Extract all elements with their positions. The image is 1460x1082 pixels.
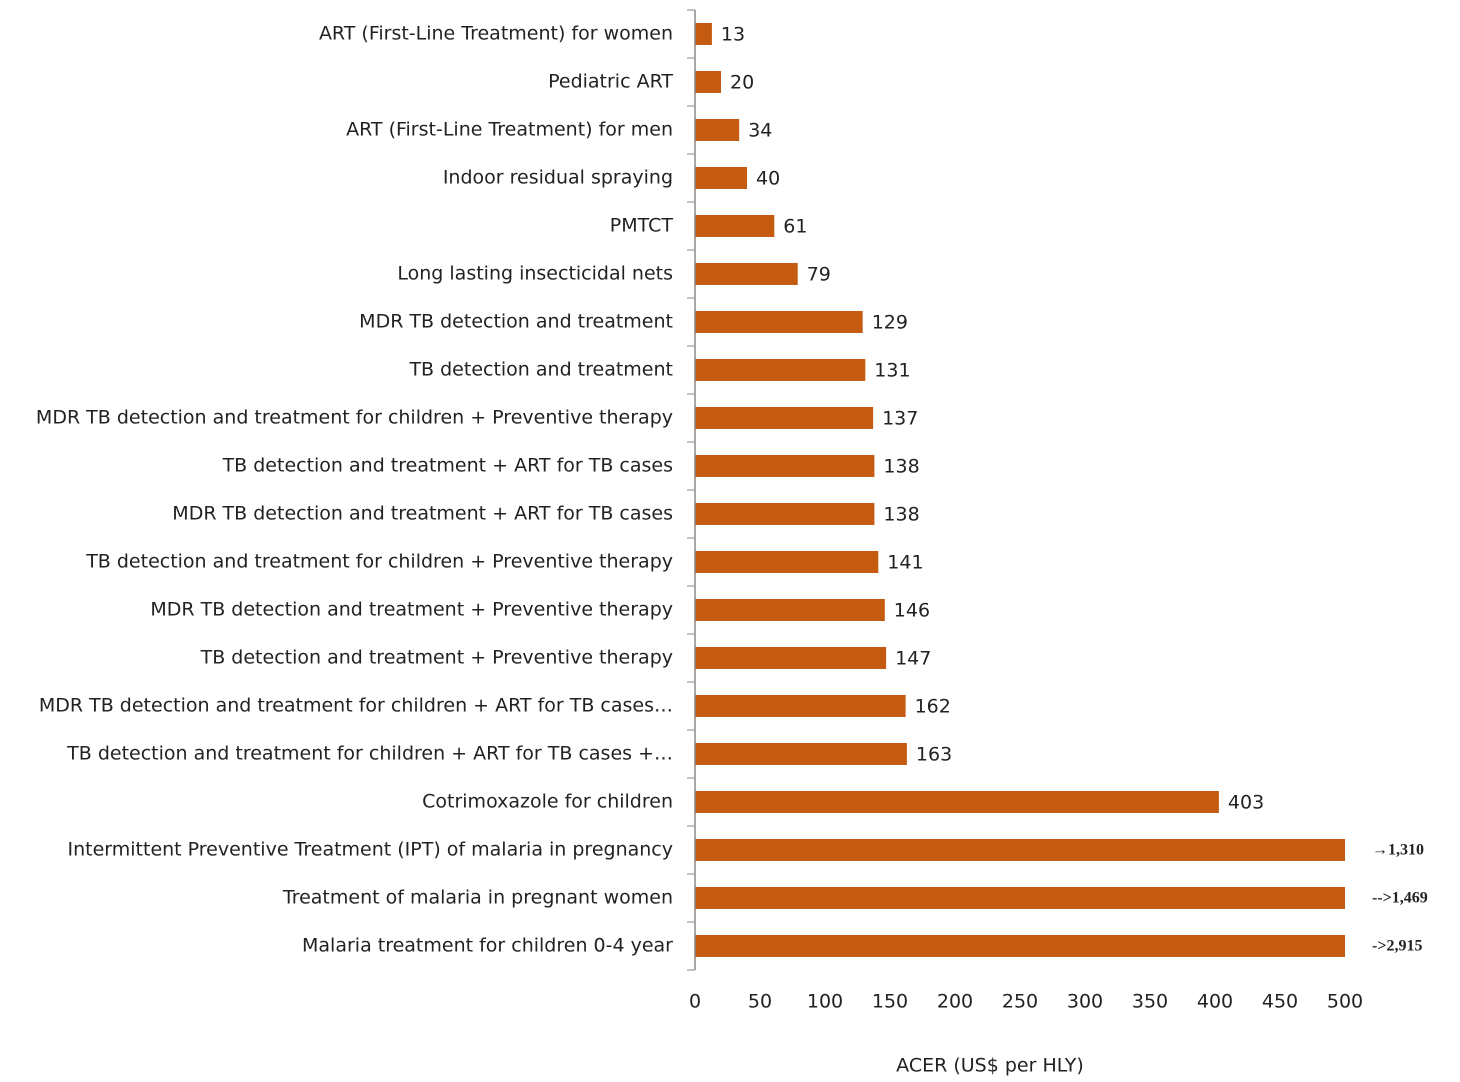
bar bbox=[695, 311, 863, 333]
bar bbox=[695, 359, 866, 381]
bar bbox=[695, 743, 907, 765]
bar bbox=[695, 23, 712, 45]
bar bbox=[695, 935, 1345, 957]
bar bbox=[695, 599, 885, 621]
value-label: 40 bbox=[756, 168, 780, 190]
x-tick-label: 350 bbox=[1132, 991, 1168, 1013]
bar bbox=[695, 167, 747, 189]
x-axis-label: ACER (US$ per HLY) bbox=[896, 1055, 1084, 1077]
value-label: 79 bbox=[807, 264, 831, 286]
x-tick-label: 300 bbox=[1067, 991, 1103, 1013]
value-label: 162 bbox=[915, 696, 951, 718]
value-label: 131 bbox=[874, 360, 910, 382]
bar bbox=[695, 263, 798, 285]
bar bbox=[695, 119, 740, 141]
x-tick-label: 400 bbox=[1197, 991, 1233, 1013]
y-tick-label: Malaria treatment for children 0-4 year bbox=[302, 935, 673, 957]
y-tick-label: MDR TB detection and treatment bbox=[359, 311, 673, 333]
value-label: 137 bbox=[882, 408, 918, 430]
bar bbox=[695, 791, 1219, 813]
value-label: 61 bbox=[783, 216, 807, 238]
y-tick-label: Indoor residual spraying bbox=[443, 167, 673, 189]
value-label: 129 bbox=[872, 312, 908, 334]
y-tick-label: Long lasting insecticidal nets bbox=[397, 263, 673, 285]
value-label: 163 bbox=[916, 744, 952, 766]
bar bbox=[695, 695, 906, 717]
x-tick-label: 500 bbox=[1327, 991, 1363, 1013]
value-label: 138 bbox=[883, 456, 919, 478]
x-tick-label: 0 bbox=[689, 991, 701, 1013]
y-tick-label: MDR TB detection and treatment + ART for… bbox=[172, 503, 673, 525]
y-tick-label: TB detection and treatment + ART for TB … bbox=[222, 455, 673, 477]
value-label: 20 bbox=[730, 72, 754, 94]
value-label: 138 bbox=[883, 504, 919, 526]
bar bbox=[695, 215, 775, 237]
y-tick-label: MDR TB detection and treatment + Prevent… bbox=[150, 599, 673, 621]
y-tick-label: Pediatric ART bbox=[548, 71, 673, 93]
y-tick-label: TB detection and treatment for children … bbox=[66, 743, 673, 765]
bar bbox=[695, 887, 1345, 909]
bar bbox=[695, 407, 874, 429]
x-tick-label: 100 bbox=[807, 991, 843, 1013]
value-label: 34 bbox=[748, 120, 772, 142]
y-tick-label: TB detection and treatment for children … bbox=[85, 551, 673, 573]
value-label: →1,310 bbox=[1372, 842, 1424, 859]
y-tick-label: Treatment of malaria in pregnant women bbox=[282, 887, 673, 909]
value-label: ->2,915 bbox=[1372, 938, 1422, 955]
bar bbox=[695, 455, 875, 477]
value-label: 403 bbox=[1228, 792, 1264, 814]
x-tick-label: 150 bbox=[872, 991, 908, 1013]
x-tick-label: 450 bbox=[1262, 991, 1298, 1013]
y-tick-label: TB detection and treatment bbox=[408, 359, 673, 381]
y-tick-label: PMTCT bbox=[610, 215, 674, 237]
bar bbox=[695, 71, 721, 93]
y-tick-label: Cotrimoxazole for children bbox=[422, 791, 673, 813]
x-tick-label: 200 bbox=[937, 991, 973, 1013]
bar bbox=[695, 503, 875, 525]
bars bbox=[695, 23, 1345, 957]
y-tick-label: TB detection and treatment + Preventive … bbox=[200, 647, 673, 669]
x-tick-label: 50 bbox=[748, 991, 772, 1013]
value-label: 147 bbox=[895, 648, 931, 670]
value-label: -->1,469 bbox=[1372, 890, 1428, 907]
y-tick-label: ART (First-Line Treatment) for men bbox=[346, 119, 673, 141]
y-tick-label: ART (First-Line Treatment) for women bbox=[319, 23, 673, 45]
bar bbox=[695, 551, 879, 573]
y-tick-label: Intermittent Preventive Treatment (IPT) … bbox=[68, 839, 674, 861]
value-label: 146 bbox=[894, 600, 930, 622]
x-tick-label: 250 bbox=[1002, 991, 1038, 1013]
y-tick-label: MDR TB detection and treatment for child… bbox=[36, 407, 673, 429]
bar bbox=[695, 647, 887, 669]
value-label: 13 bbox=[721, 24, 745, 46]
bar bbox=[695, 839, 1345, 861]
value-label: 141 bbox=[887, 552, 923, 574]
y-tick-label: MDR TB detection and treatment for child… bbox=[39, 695, 673, 717]
